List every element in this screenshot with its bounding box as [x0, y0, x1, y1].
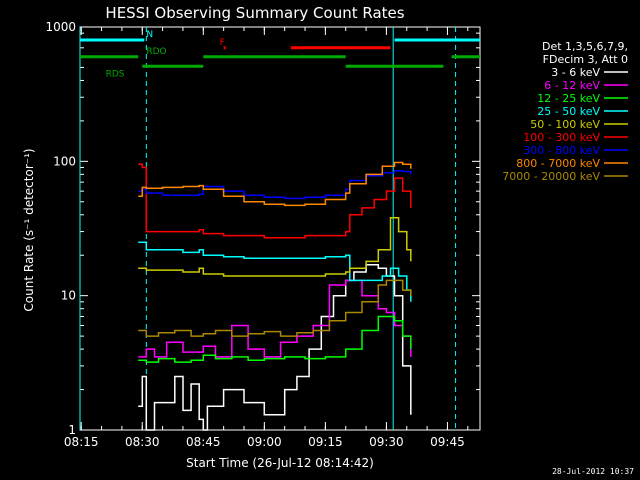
series-line-9	[138, 279, 412, 337]
x-tick-label: 08:30	[125, 435, 160, 449]
x-tick-label: 09:45	[430, 435, 465, 449]
x-tick-label: 09:00	[247, 435, 282, 449]
series-line-3	[138, 315, 412, 363]
legend-entry-label: 3 - 6 keV	[551, 66, 600, 79]
legend-entry-label: 300 - 800 keV	[523, 144, 600, 157]
legend-header: FDecim 3, Att 0	[543, 53, 628, 66]
y-tick-label: 10	[61, 289, 76, 303]
series-line-2	[138, 279, 412, 358]
legend-entry-label: 12 - 25 keV	[537, 92, 600, 105]
flag-label-rds: RDS	[106, 69, 125, 79]
y-tick-label: 1	[68, 423, 76, 437]
x-tick-label: 08:45	[186, 435, 221, 449]
generated-timestamp: 28-Jul-2012 10:37	[552, 467, 634, 476]
series-line-6	[138, 163, 412, 239]
x-axis-label: Start Time (26-Jul-12 08:14:42)	[186, 456, 374, 470]
series-line-4	[138, 241, 412, 302]
series-line-5	[138, 217, 412, 277]
legend-header: Det 1,3,5,6,7,9,	[542, 40, 628, 53]
x-tick-label: 09:30	[369, 435, 404, 449]
y-tick-label: 100	[53, 154, 76, 168]
legend-entry-label: 6 - 12 keV	[544, 79, 600, 92]
legend-entry-label: 100 - 300 keV	[523, 131, 600, 144]
y-axis-label: Count Rate (s⁻¹ detector⁻¹)	[22, 148, 36, 311]
series-line-8	[138, 161, 412, 207]
legend-entry-label: 7000 - 20000 keV	[502, 170, 600, 183]
x-tick-label: 09:15	[308, 435, 343, 449]
y-tick-label: 1000	[45, 20, 76, 34]
flag-label-rdo: RDO	[146, 47, 166, 57]
legend-entry-label: 25 - 50 keV	[537, 105, 600, 118]
legend-entry-label: 50 - 100 keV	[530, 118, 600, 131]
flag-label-f: F	[220, 38, 225, 48]
flag-label-n: N	[146, 30, 153, 40]
legend-entry-label: 800 - 7000 keV	[516, 157, 600, 170]
x-tick-label: 08:15	[64, 435, 99, 449]
chart-title: HESSI Observing Summary Count Rates	[105, 4, 404, 22]
series-line-1	[138, 263, 412, 431]
